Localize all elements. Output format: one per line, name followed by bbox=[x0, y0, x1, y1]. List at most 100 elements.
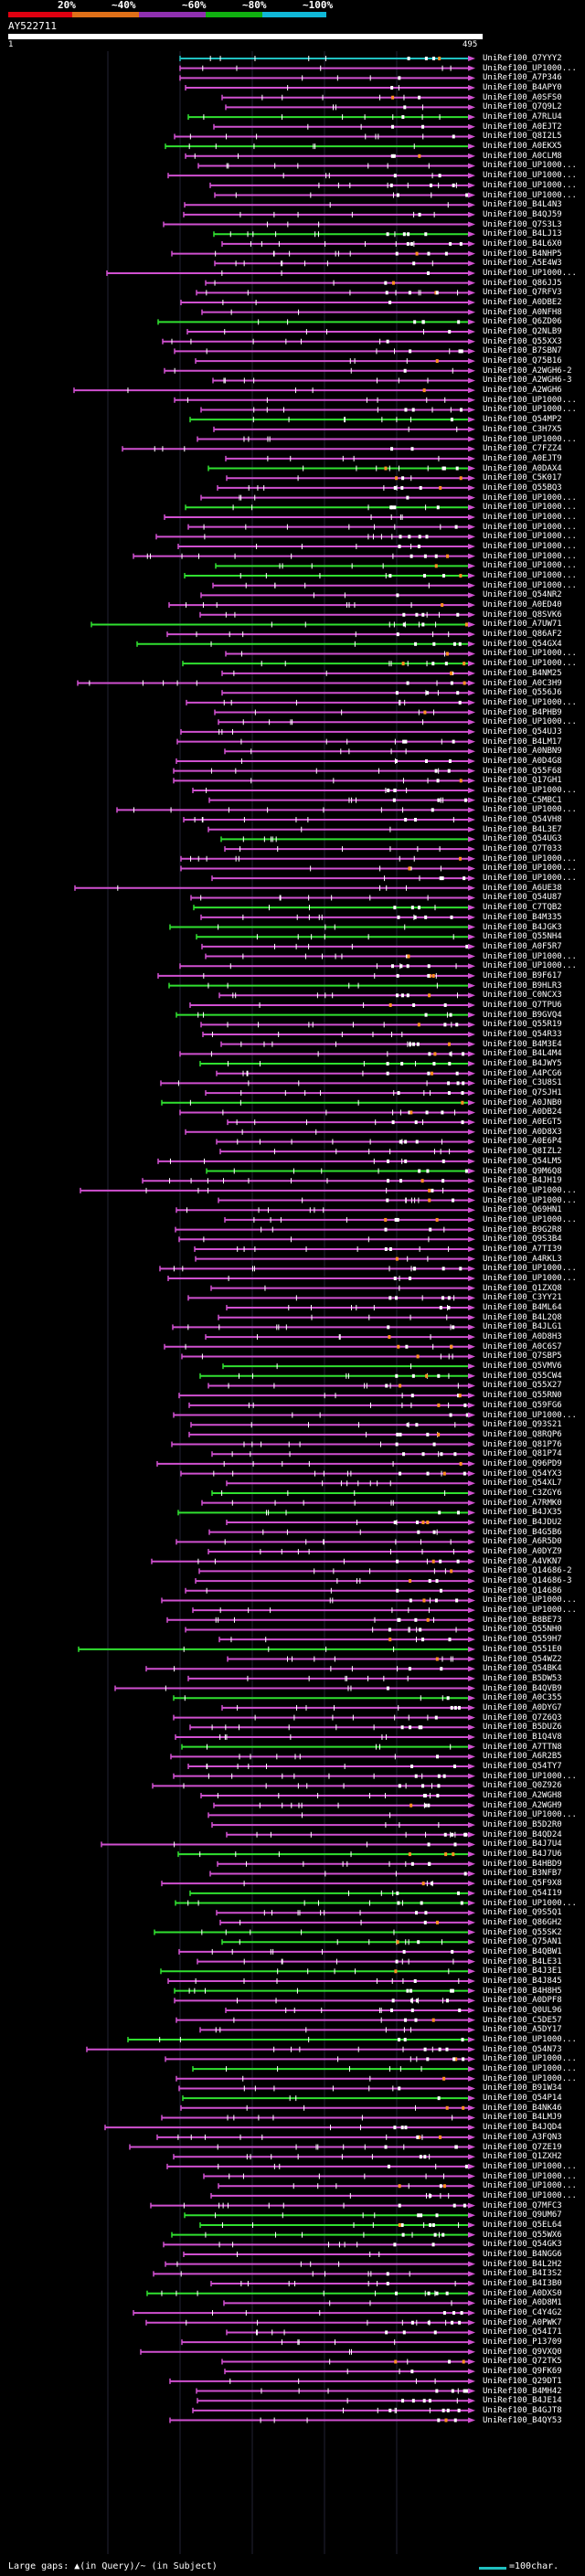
hit-row[interactable] bbox=[214, 260, 475, 267]
hit-row[interactable] bbox=[189, 1724, 475, 1731]
hit-row[interactable] bbox=[77, 680, 475, 686]
hit-row[interactable] bbox=[187, 1764, 475, 1769]
hit-row[interactable] bbox=[140, 2348, 475, 2355]
hit-row[interactable] bbox=[161, 2115, 475, 2121]
hit-row[interactable] bbox=[176, 1207, 475, 1214]
hit-row[interactable] bbox=[214, 709, 475, 716]
hit-row[interactable] bbox=[200, 914, 475, 920]
hit-row[interactable] bbox=[192, 2066, 475, 2072]
hit-row[interactable] bbox=[164, 514, 475, 520]
hit-row[interactable] bbox=[201, 1500, 475, 1506]
hit-row[interactable] bbox=[177, 544, 475, 549]
hit-row[interactable] bbox=[174, 397, 475, 403]
hit-row[interactable] bbox=[192, 1607, 475, 1614]
hit-row[interactable] bbox=[221, 2359, 475, 2365]
hit-row[interactable] bbox=[196, 2388, 475, 2394]
hit-row[interactable] bbox=[224, 2369, 475, 2375]
hit-row[interactable] bbox=[189, 1002, 475, 1008]
hit-row[interactable] bbox=[106, 270, 475, 276]
hit-row[interactable] bbox=[221, 1704, 475, 1711]
hit-row[interactable] bbox=[78, 1646, 475, 1652]
hit-row[interactable] bbox=[200, 494, 475, 501]
hit-row[interactable] bbox=[186, 329, 475, 335]
hit-row[interactable] bbox=[127, 2037, 475, 2043]
hit-row[interactable] bbox=[167, 1276, 475, 1281]
hit-row[interactable] bbox=[206, 1168, 475, 1174]
hit-row[interactable] bbox=[174, 1988, 475, 1994]
hit-row[interactable] bbox=[207, 1383, 475, 1389]
hit-row[interactable] bbox=[185, 504, 475, 511]
hit-row[interactable] bbox=[184, 2212, 475, 2219]
hit-row[interactable] bbox=[166, 1617, 475, 1623]
hit-row[interactable] bbox=[216, 1910, 475, 1916]
hit-row[interactable] bbox=[200, 592, 475, 599]
hit-row[interactable] bbox=[185, 1627, 475, 1633]
hit-row[interactable] bbox=[226, 1305, 475, 1311]
hit-row[interactable] bbox=[217, 1860, 475, 1867]
hit-row[interactable] bbox=[192, 788, 475, 793]
hit-row[interactable] bbox=[199, 2221, 475, 2228]
hit-row[interactable] bbox=[207, 1549, 475, 1555]
hit-row[interactable] bbox=[136, 641, 475, 647]
hit-row[interactable] bbox=[180, 865, 475, 872]
hit-row[interactable] bbox=[156, 1460, 475, 1467]
hit-row[interactable] bbox=[104, 2125, 475, 2131]
hit-row[interactable] bbox=[179, 75, 475, 81]
hit-row[interactable] bbox=[165, 2056, 475, 2062]
hit-row[interactable] bbox=[205, 1090, 475, 1097]
hit-row[interactable] bbox=[211, 1822, 475, 1829]
hit-row[interactable] bbox=[164, 1343, 475, 1350]
hit-row[interactable] bbox=[180, 1470, 475, 1477]
hit-row[interactable] bbox=[219, 1149, 475, 1155]
hit-row[interactable] bbox=[173, 2154, 475, 2160]
hit-row[interactable] bbox=[153, 2271, 475, 2277]
hit-row[interactable] bbox=[225, 455, 475, 461]
hit-row[interactable] bbox=[176, 2017, 475, 2023]
hit-row[interactable] bbox=[161, 1099, 475, 1106]
hit-row[interactable] bbox=[225, 2008, 475, 2013]
hit-row[interactable] bbox=[129, 2144, 475, 2150]
hit-row[interactable] bbox=[212, 582, 475, 588]
hit-row[interactable] bbox=[221, 1939, 475, 1945]
hit-row[interactable] bbox=[217, 484, 475, 491]
hit-row[interactable] bbox=[180, 855, 475, 862]
hit-row[interactable] bbox=[212, 377, 475, 384]
hit-row[interactable] bbox=[177, 1851, 475, 1858]
hit-row[interactable] bbox=[182, 661, 475, 667]
hit-row[interactable] bbox=[205, 280, 475, 286]
hit-row[interactable] bbox=[185, 153, 475, 159]
hit-row[interactable] bbox=[80, 1187, 475, 1193]
hit-row[interactable] bbox=[208, 1529, 475, 1535]
hit-row[interactable] bbox=[178, 2085, 475, 2092]
hit-row[interactable] bbox=[225, 104, 475, 111]
hit-row[interactable] bbox=[157, 319, 475, 325]
hit-row[interactable] bbox=[218, 1637, 475, 1643]
hit-row[interactable] bbox=[196, 290, 475, 296]
hit-row[interactable] bbox=[152, 1783, 475, 1789]
hit-row[interactable] bbox=[193, 905, 475, 911]
hit-row[interactable] bbox=[168, 602, 475, 609]
hit-row[interactable] bbox=[210, 2192, 475, 2199]
hit-row[interactable] bbox=[157, 972, 475, 979]
hit-row[interactable] bbox=[189, 417, 475, 423]
hit-row[interactable] bbox=[185, 1587, 475, 1594]
hit-row[interactable] bbox=[165, 143, 475, 150]
hit-row[interactable] bbox=[197, 436, 475, 442]
hit-row[interactable] bbox=[188, 1431, 475, 1437]
hit-row[interactable] bbox=[195, 358, 475, 365]
hit-row[interactable] bbox=[174, 133, 475, 140]
hit-row[interactable] bbox=[179, 1109, 475, 1116]
hit-row[interactable] bbox=[181, 2339, 475, 2346]
hit-row[interactable] bbox=[188, 1402, 475, 1408]
hit-row[interactable] bbox=[225, 651, 475, 657]
hit-row[interactable] bbox=[195, 1256, 475, 1262]
hit-row[interactable] bbox=[114, 1685, 475, 1691]
hit-row[interactable] bbox=[169, 2417, 475, 2423]
hit-row[interactable] bbox=[185, 85, 475, 91]
hit-row[interactable] bbox=[173, 778, 475, 784]
hit-row[interactable] bbox=[199, 2027, 475, 2033]
hit-row[interactable] bbox=[183, 2252, 475, 2257]
hit-row[interactable] bbox=[176, 738, 475, 745]
hit-row[interactable] bbox=[154, 1929, 475, 1935]
hit-row[interactable] bbox=[180, 728, 475, 735]
